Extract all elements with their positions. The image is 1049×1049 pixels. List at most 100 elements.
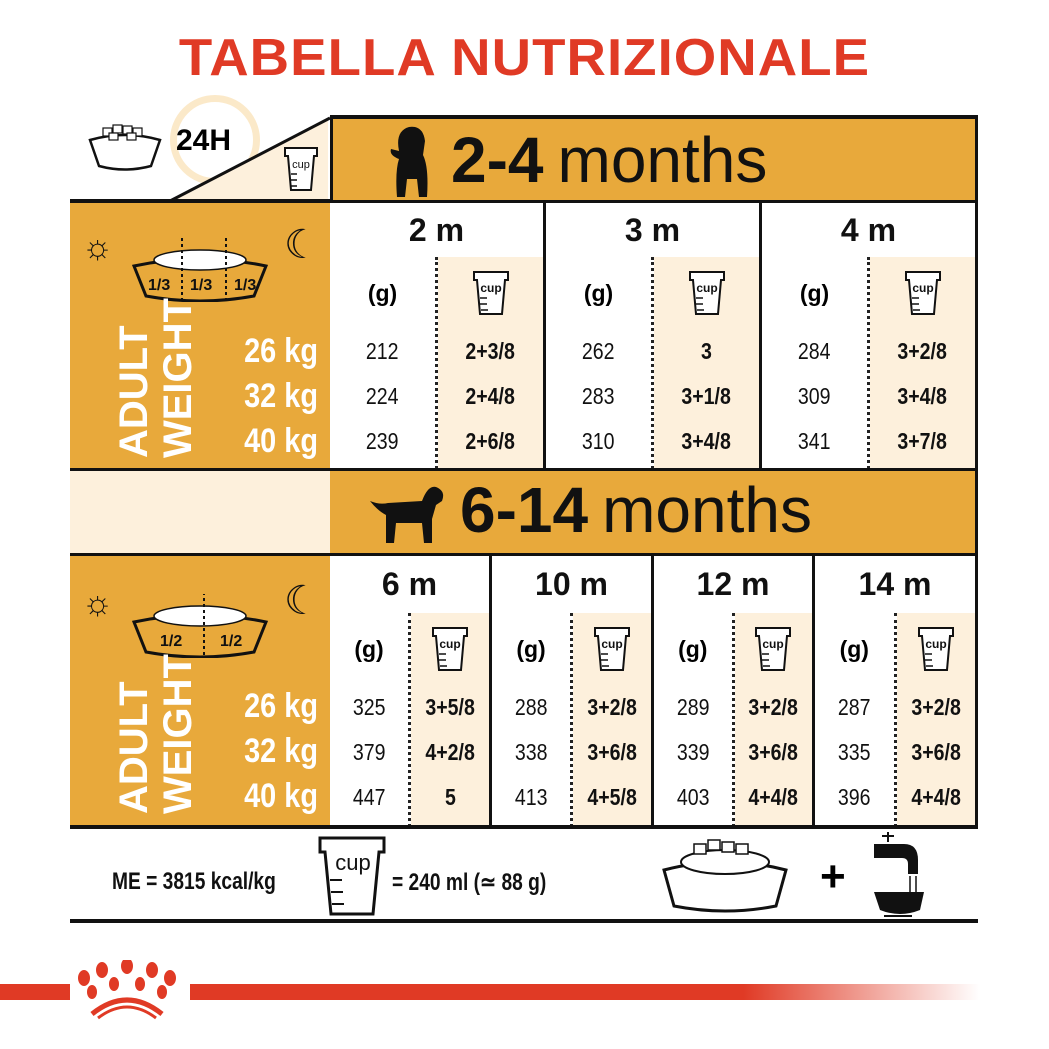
grams-column: (g) 262 283 310 <box>546 257 654 469</box>
age-column-header: 10 m <box>492 553 654 616</box>
svg-text:cup: cup <box>763 637 784 651</box>
cups-value: 3+1/8 <box>681 383 732 409</box>
cups-value: 3+7/8 <box>897 428 948 454</box>
adult-weight-label: ADULT WEIGHT <box>112 298 200 458</box>
grams-value: 283 <box>582 383 615 409</box>
weight-32: 32 kg <box>244 377 318 415</box>
cups-value: 2+4/8 <box>465 383 516 409</box>
section2-age-unit: months <box>602 474 812 546</box>
cup-icon: cup <box>318 836 386 921</box>
cups-column: cup 3+2/8 3+6/8 4+5/8 <box>573 613 651 827</box>
age-column-header: 3 m <box>546 200 762 260</box>
grams-value: 262 <box>582 338 615 364</box>
grams-value: 341 <box>798 428 831 454</box>
cups-value: 2+3/8 <box>465 338 516 364</box>
fraction-label: 1/2 <box>160 633 183 650</box>
grams-column: (g) 212 224 239 <box>330 257 438 469</box>
cups-value: 3+4/8 <box>897 383 948 409</box>
grams-unit-label: (g) <box>354 636 384 662</box>
fraction-label: 1/3 <box>148 277 171 294</box>
label-24h: 24H <box>176 124 232 157</box>
grams-value: 288 <box>514 694 548 720</box>
cups-column: cup 3+2/8 3+6/8 4+4/8 <box>734 613 812 827</box>
divider <box>70 825 978 829</box>
svg-text:cup: cup <box>335 850 370 875</box>
cup-icon: cup <box>917 627 954 671</box>
grams-value: 339 <box>676 739 710 765</box>
grams-value: 325 <box>352 694 386 720</box>
grams-column: (g) 287 335 396 <box>815 613 897 827</box>
section2-left-panel <box>70 553 333 828</box>
grams-value: 287 <box>837 694 871 720</box>
cups-value: 4+2/8 <box>425 739 475 765</box>
adult-weight-label: ADULT WEIGHT <box>112 654 200 814</box>
grams-unit-label: (g) <box>678 636 708 662</box>
cups-value: 5 <box>444 784 456 810</box>
svg-text:cup: cup <box>480 281 501 295</box>
age-column-header: 6 m <box>330 553 492 616</box>
cups-value: 4+5/8 <box>587 784 637 810</box>
age-column: (g) 212 224 239 cup 2+3/8 2+4/8 2+6/8 <box>330 257 546 469</box>
cup-icon: cup <box>472 271 509 315</box>
cups-value: 3+6/8 <box>911 739 961 765</box>
grams-value: 224 <box>366 383 399 409</box>
energy-text: ME = 3815 kcal/kg <box>112 868 276 895</box>
grams-unit-label: (g) <box>799 280 830 306</box>
fraction-label: 1/3 <box>190 277 213 294</box>
svg-text:cup: cup <box>601 637 622 651</box>
section2-header: 6-14 months <box>330 468 978 556</box>
cups-value: 3+2/8 <box>897 338 948 364</box>
cup-icon: cup <box>755 627 792 671</box>
grams-unit-label: (g) <box>516 636 546 662</box>
weight-40: 40 kg <box>244 422 318 460</box>
cup-equivalence: = 240 ml (≃ 88 g) <box>392 869 547 896</box>
weight-label: WEIGHT <box>156 298 200 458</box>
cups-value: 3+4/8 <box>681 428 732 454</box>
grams-column: (g) 325 379 447 <box>330 613 411 827</box>
adult-label: ADULT <box>112 681 156 814</box>
cups-column: cup 3+2/8 3+4/8 3+7/8 <box>870 257 975 469</box>
weight-26: 26 kg <box>244 687 318 725</box>
cups-value: 3 <box>701 338 712 364</box>
weight-26: 26 kg <box>244 332 318 370</box>
grams-value: 335 <box>837 739 871 765</box>
grams-unit-label: (g) <box>583 280 614 306</box>
cups-value: 2+6/8 <box>465 428 516 454</box>
grams-value: 212 <box>366 338 399 364</box>
grams-value: 413 <box>514 784 548 810</box>
age-column-header: 4 m <box>762 200 978 260</box>
svg-text:cup: cup <box>912 281 933 295</box>
svg-text:cup: cup <box>696 281 717 295</box>
cups-value: 3+2/8 <box>587 694 637 720</box>
grams-value: 447 <box>352 784 386 810</box>
age-column: (g) 288 338 413 cup 3+2/8 3+6/8 4+5/8 <box>492 613 654 827</box>
cup-icon: cup <box>688 271 725 315</box>
sun-icon: ☼ <box>82 228 114 266</box>
grams-value: 379 <box>352 739 386 765</box>
cups-value: 3+5/8 <box>425 694 475 720</box>
grams-unit-label: (g) <box>839 636 869 662</box>
svg-text:cup: cup <box>925 637 946 651</box>
grams-column: (g) 289 339 403 <box>654 613 735 827</box>
cup-icon: cup <box>283 146 319 197</box>
cups-column: cup 2+3/8 2+4/8 2+6/8 <box>438 257 543 469</box>
section1-age-range: 2-4 <box>451 124 544 196</box>
svg-text:cup: cup <box>292 159 310 171</box>
section2-age-range: 6-14 <box>460 474 589 546</box>
grams-column: (g) 284 309 341 <box>762 257 870 469</box>
grams-value: 289 <box>676 694 710 720</box>
food-bowl-icon <box>85 118 165 178</box>
section1-header: 2-4 months <box>330 115 978 203</box>
cups-value: 3+2/8 <box>911 694 961 720</box>
grams-value: 310 <box>582 428 615 454</box>
grams-value: 309 <box>798 383 831 409</box>
weights-list-1: 26 kg 32 kg 40 kg <box>200 329 318 464</box>
age-column: (g) 289 339 403 cup 3+2/8 3+6/8 4+4/8 <box>654 613 815 827</box>
page-title: TABELLA NUTRIZIONALE <box>178 29 871 87</box>
age-column: (g) 287 335 396 cup 3+2/8 3+6/8 4+4/8 <box>815 613 978 827</box>
fraction-label: 1/2 <box>220 633 243 650</box>
royal-canin-logo <box>72 958 182 1025</box>
weight-32: 32 kg <box>244 732 318 770</box>
section1-age-unit: months <box>557 124 768 196</box>
fraction-label: 1/3 <box>234 277 257 294</box>
